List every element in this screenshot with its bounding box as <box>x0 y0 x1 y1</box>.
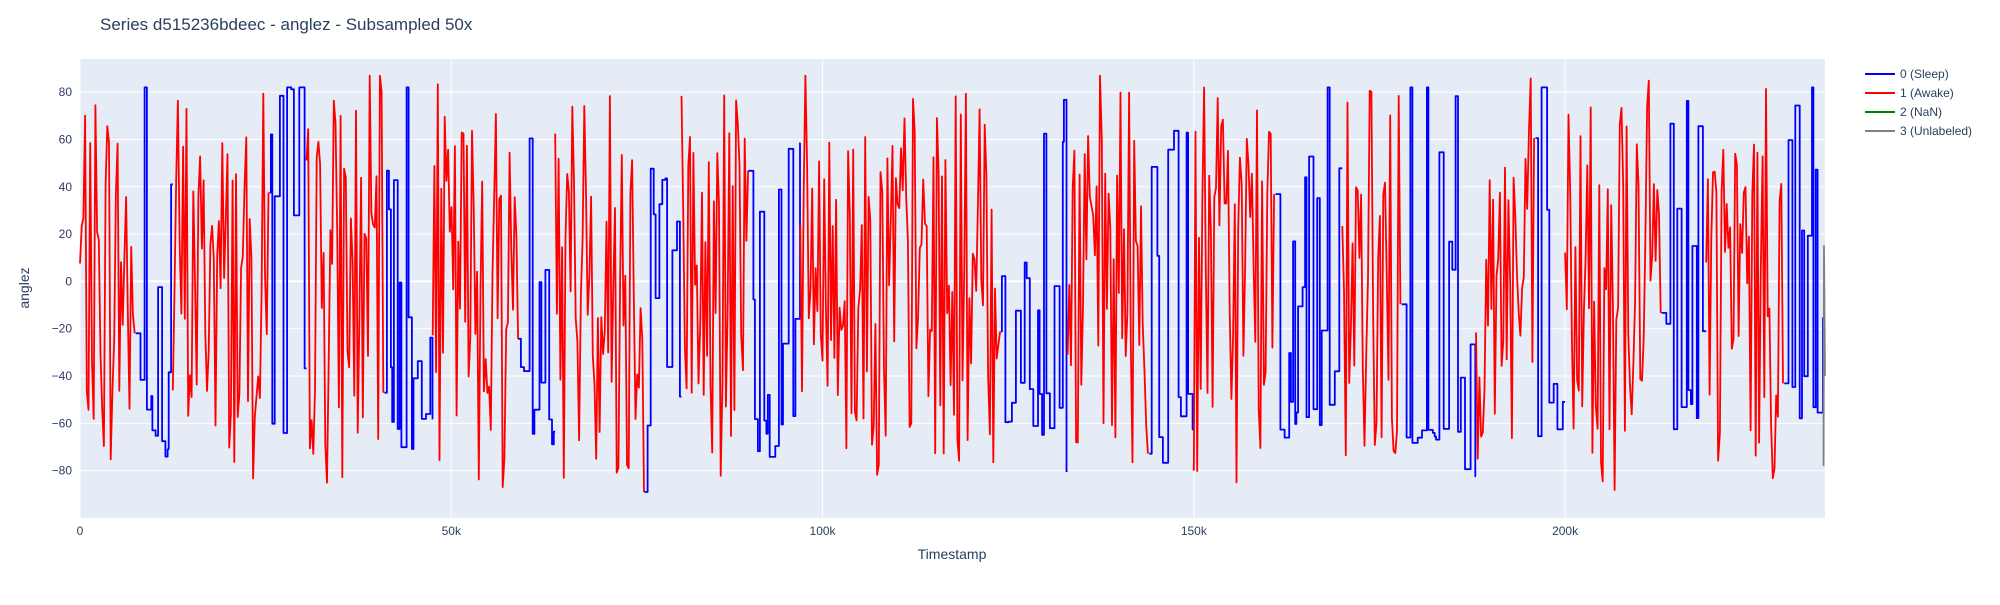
y-tick-label: 40 <box>59 180 73 194</box>
series-segment-1 <box>1475 77 1535 460</box>
chart-title: Series d515236bdeec - anglez - Subsample… <box>100 15 473 34</box>
series-segment-0 <box>384 86 434 450</box>
y-tick-label: −80 <box>52 464 73 478</box>
legend[interactable]: 0 (Sleep) 1 (Awake) 2 (NaN) 3 (Unlabeled) <box>1865 67 1972 138</box>
series-segment-0 <box>1275 86 1343 439</box>
legend-item[interactable]: 0 (Sleep) <box>1865 67 1949 81</box>
series-segment-1 <box>1341 89 1402 457</box>
legend-label: 3 (Unlabeled) <box>1900 124 1972 138</box>
series-segment-0 <box>135 86 173 458</box>
x-tick-label: 200k <box>1552 524 1579 538</box>
series-segment-0 <box>269 86 307 434</box>
y-tick-label: −40 <box>52 369 73 383</box>
legend-item[interactable]: 2 (NaN) <box>1865 105 1942 119</box>
series-segment-1 <box>431 83 519 488</box>
series-segment-1 <box>1192 86 1275 484</box>
x-tick-label: 0 <box>77 524 84 538</box>
legend-label: 2 (NaN) <box>1900 105 1942 119</box>
series-segment-0 <box>518 137 556 446</box>
series-segment-1 <box>79 104 136 461</box>
series-segment-0 <box>1784 86 1824 420</box>
series-segment-0 <box>1000 98 1068 473</box>
y-tick-label: −60 <box>52 416 73 430</box>
series-traces <box>79 74 1826 493</box>
y-tick-label: 0 <box>65 274 72 288</box>
x-tick-label: 150k <box>1181 524 1208 538</box>
series-segment-0 <box>1661 100 1707 431</box>
y-axis-label: anglez <box>16 267 32 308</box>
y-tick-label: 60 <box>59 132 73 146</box>
series-segment-1 <box>305 74 385 484</box>
y-tick-label: −20 <box>52 322 73 336</box>
series-segment-1 <box>799 74 1001 476</box>
series-segment-1 <box>554 95 645 493</box>
series-segment-1 <box>171 92 270 480</box>
x-tick-label: 50k <box>442 524 462 538</box>
series-segment-3 <box>1822 245 1826 466</box>
x-tick-label: 100k <box>810 524 837 538</box>
series-segment-0 <box>1149 129 1194 464</box>
series-segment-1 <box>1066 74 1149 464</box>
series-segment-0 <box>748 142 801 458</box>
legend-label: 0 (Sleep) <box>1900 67 1949 81</box>
legend-item[interactable]: 3 (Unlabeled) <box>1865 124 1972 138</box>
series-segment-0 <box>1401 86 1477 478</box>
y-tick-label: 80 <box>59 85 73 99</box>
x-axis-label: Timestamp <box>918 546 987 562</box>
legend-label: 1 (Awake) <box>1900 86 1954 100</box>
y-tick-label: 20 <box>59 227 73 241</box>
series-segment-1 <box>680 94 749 477</box>
series-segment-1 <box>1564 79 1662 491</box>
series-segment-0 <box>644 167 682 493</box>
series-segment-1 <box>1705 88 1784 480</box>
axis-ticks: 0 50k 100k 150k 200k −80 −60 −40 −20 0 20 40 60 80 <box>52 85 1579 538</box>
legend-item[interactable]: 1 (Awake) <box>1865 86 1954 100</box>
series-segment-0 <box>1535 86 1566 438</box>
